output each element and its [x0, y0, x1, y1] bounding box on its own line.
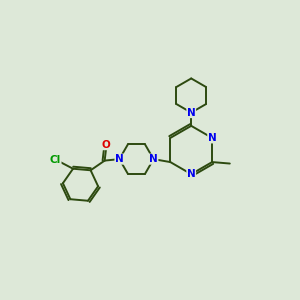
Text: N: N [149, 154, 158, 164]
Text: Cl: Cl [50, 155, 61, 165]
Text: N: N [187, 169, 196, 179]
Text: N: N [115, 154, 124, 164]
Text: N: N [208, 133, 217, 143]
Text: O: O [102, 140, 110, 150]
Text: N: N [187, 108, 196, 118]
